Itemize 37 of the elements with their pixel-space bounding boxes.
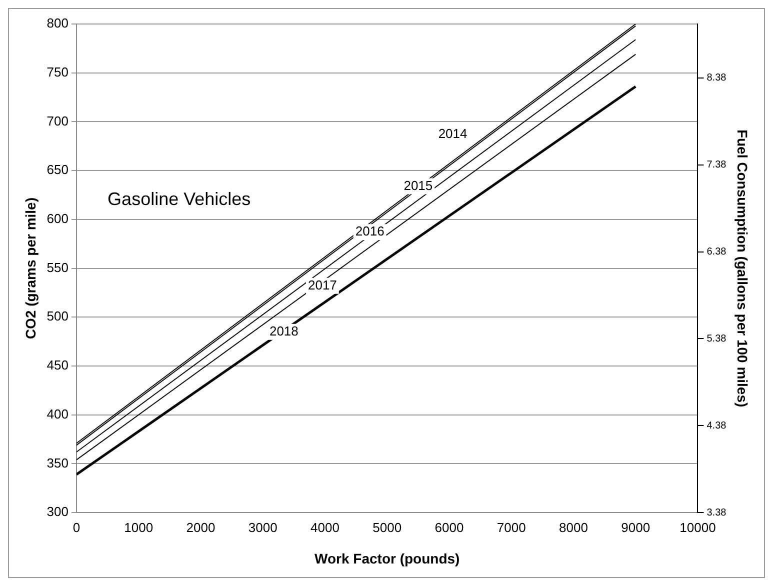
x-tick-label: 6000 xyxy=(434,520,464,535)
x-tick-label: 4000 xyxy=(310,520,340,535)
y2-tick-label: 3.38 xyxy=(706,507,727,518)
x-tick-label: 9000 xyxy=(621,520,650,535)
y-tick-label: 750 xyxy=(46,64,68,80)
y2-tick-label: 7.38 xyxy=(706,160,727,171)
x-tick-label: 10000 xyxy=(680,520,716,535)
y-tick-label: 450 xyxy=(46,358,68,373)
annotation: 2017 xyxy=(308,277,337,292)
annotation: 2018 xyxy=(269,323,298,338)
x-tick-label: 3000 xyxy=(248,520,278,535)
y-tick-label: 400 xyxy=(46,406,68,422)
y2-tick-label: 5.38 xyxy=(706,333,727,344)
annotation: 2014 xyxy=(438,126,468,141)
y-tick-label: 800 xyxy=(46,16,68,31)
annotation: Gasoline Vehicles xyxy=(108,188,251,209)
x-tick-label: 2000 xyxy=(186,520,216,535)
annotation: 2015 xyxy=(404,178,433,193)
y-tick-label: 350 xyxy=(46,455,68,470)
y-tick-label: 600 xyxy=(46,211,68,226)
y2-tick-label: 4.38 xyxy=(706,420,727,432)
x-tick-label: 7000 xyxy=(496,520,526,535)
x-tick-label: 8000 xyxy=(559,520,588,535)
y-tick-label: 550 xyxy=(46,260,68,275)
y2-tick-label: 6.38 xyxy=(706,246,727,258)
y2-tick-label: 8.38 xyxy=(706,72,727,84)
x-tick-label: 0 xyxy=(72,520,80,535)
y2-axis-title: Fuel Consumption (gallons per 100 miles) xyxy=(734,129,751,408)
y-tick-label: 700 xyxy=(46,113,68,128)
y-tick-label: 300 xyxy=(46,504,68,520)
x-tick-label: 5000 xyxy=(372,520,402,535)
x-axis-title: Work Factor (pounds) xyxy=(314,550,460,566)
y-axis-title: CO2 (grams per mile) xyxy=(22,197,38,340)
annotation: 2016 xyxy=(355,224,384,239)
x-tick-label: 1000 xyxy=(124,520,154,535)
y-tick-label: 650 xyxy=(46,162,68,178)
y-tick-label: 500 xyxy=(46,308,68,324)
